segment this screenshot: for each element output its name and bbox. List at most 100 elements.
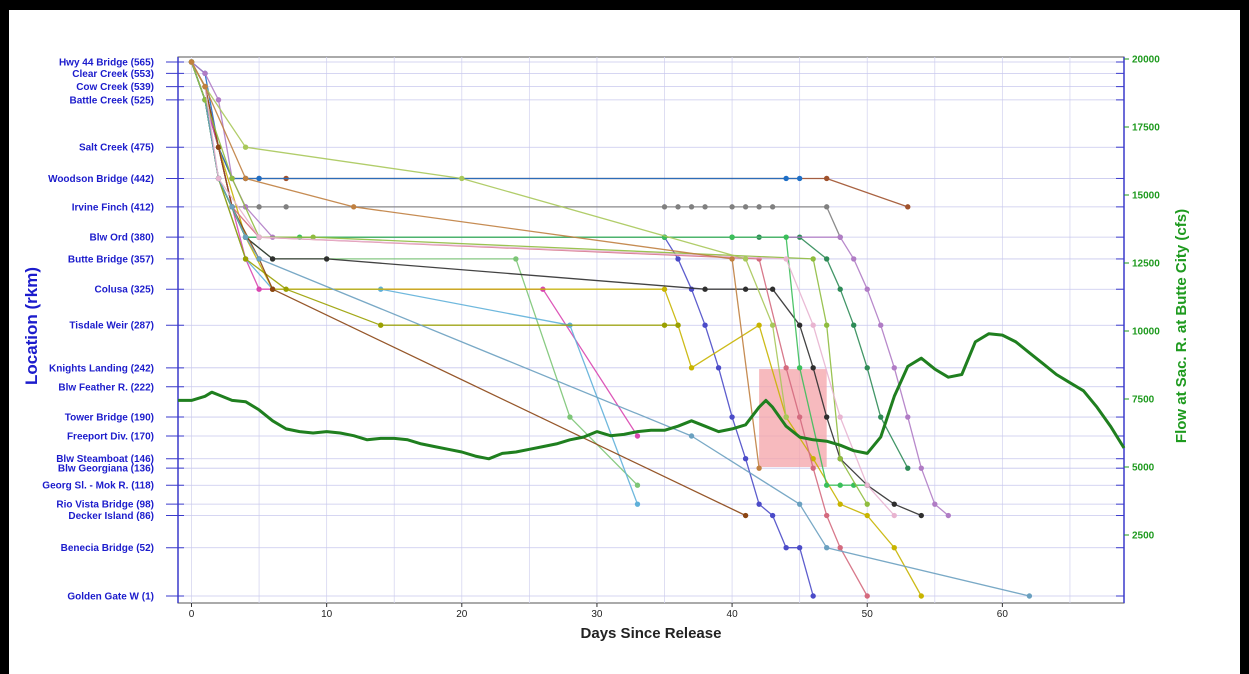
track-point: [905, 465, 911, 471]
track-point: [932, 501, 938, 507]
flow-series: [178, 332, 1126, 461]
track-line-20: [190, 61, 760, 469]
track-point: [729, 234, 735, 240]
track-point: [756, 204, 762, 210]
chart-panel: Hwy 44 Bridge (565) Clear Creek (553) Cow …: [9, 10, 1240, 674]
track-point: [513, 256, 519, 262]
flow-tick-label: 7500: [1132, 395, 1155, 406]
location-label: Hwy 44 Bridge (565): [59, 58, 154, 69]
flow-tick-label: 12500: [1132, 259, 1160, 270]
track-series: [188, 59, 1033, 599]
track-point: [283, 204, 289, 210]
track-point: [864, 501, 870, 507]
location-label: Butte Bridge (357): [68, 254, 154, 265]
location-label: Salt Creek (475): [79, 143, 154, 154]
track-point: [688, 365, 695, 371]
track-point: [769, 204, 776, 210]
track-point: [878, 414, 884, 420]
location-label: Blw Steamboat (146): [56, 454, 154, 465]
track-point: [905, 414, 911, 420]
track-point: [634, 482, 641, 488]
location-label: Clear Creek (553): [72, 69, 154, 80]
flow-tick-label: 15000: [1132, 191, 1160, 202]
highlight-rect: [759, 369, 827, 467]
track-point: [796, 365, 803, 371]
location-label: Golden Gate W (1): [67, 592, 154, 603]
track-point: [918, 512, 924, 519]
track-point: [945, 512, 952, 519]
track-point: [864, 512, 870, 519]
track-point: [1026, 593, 1033, 599]
x-tick-label: 30: [591, 609, 603, 620]
flow-tick-label: 10000: [1132, 327, 1160, 338]
track-point: [283, 286, 289, 292]
track-point: [905, 204, 911, 210]
track-point: [796, 545, 803, 551]
track-point: [310, 234, 316, 240]
track-point: [242, 144, 249, 150]
track-point: [742, 256, 749, 262]
track-point: [823, 175, 830, 182]
track-point: [823, 545, 830, 551]
location-label: Blw Feather R. (222): [58, 382, 154, 393]
x-tick-label: 50: [862, 609, 874, 620]
track-point: [756, 501, 762, 507]
track-point: [823, 256, 830, 262]
track-point: [702, 204, 708, 210]
track-line-16: [190, 61, 1030, 597]
location-label: Woodson Bridge (442): [48, 174, 154, 185]
track-point: [823, 512, 830, 519]
x-tick-label: 40: [727, 609, 739, 620]
track-point: [783, 256, 789, 262]
track-point: [810, 322, 816, 328]
location-label: Blw Ord (380): [90, 233, 154, 244]
track-point: [229, 204, 235, 210]
x-tick-label: 60: [997, 609, 1009, 620]
track-point: [810, 593, 816, 599]
track-point: [256, 204, 262, 210]
track-point: [851, 256, 857, 262]
track-point: [796, 175, 803, 182]
track-point: [796, 501, 803, 507]
track-point: [837, 414, 843, 420]
track-point: [756, 322, 762, 328]
track-point: [864, 482, 870, 488]
location-label: Battle Creek (525): [70, 95, 154, 106]
flow-tick-label: 17500: [1132, 123, 1160, 134]
track-point: [459, 175, 465, 182]
track-point: [256, 234, 262, 240]
track-point: [688, 204, 695, 210]
location-label: Cow Creek (539): [76, 82, 154, 93]
track-point: [661, 204, 668, 210]
track-point: [702, 286, 708, 292]
track-point: [783, 545, 789, 551]
track-point: [810, 256, 816, 262]
location-label: Irvine Finch (412): [72, 202, 154, 213]
track-point: [742, 456, 749, 462]
track-point: [269, 256, 276, 262]
track-point: [729, 414, 735, 420]
track-point: [567, 414, 573, 420]
track-point: [810, 465, 816, 471]
y2-axis-title: Flow at Sac. R. at Butte City (cfs): [1173, 209, 1190, 443]
track-point: [864, 593, 870, 599]
track-point: [661, 322, 668, 328]
track-point: [891, 512, 897, 519]
track-point: [783, 175, 789, 182]
track-point: [269, 286, 276, 292]
track-point: [661, 286, 668, 292]
track-point: [796, 414, 803, 420]
x-tick-label: 10: [321, 609, 333, 620]
track-point: [675, 204, 681, 210]
x-tick-label: 0: [189, 609, 195, 620]
track-point: [769, 322, 776, 328]
track-point: [256, 286, 262, 292]
chart-svg: Hwy 44 Bridge (565)Clear Creek (553) Cow …: [22, 55, 1190, 643]
track-point: [756, 465, 762, 471]
track-point: [769, 512, 776, 519]
track-point: [742, 204, 749, 210]
track-point: [323, 256, 330, 262]
track-point: [229, 175, 235, 182]
location-label: Benecia Bridge (52): [61, 543, 154, 554]
location-label: Knights Landing (242): [49, 363, 154, 374]
